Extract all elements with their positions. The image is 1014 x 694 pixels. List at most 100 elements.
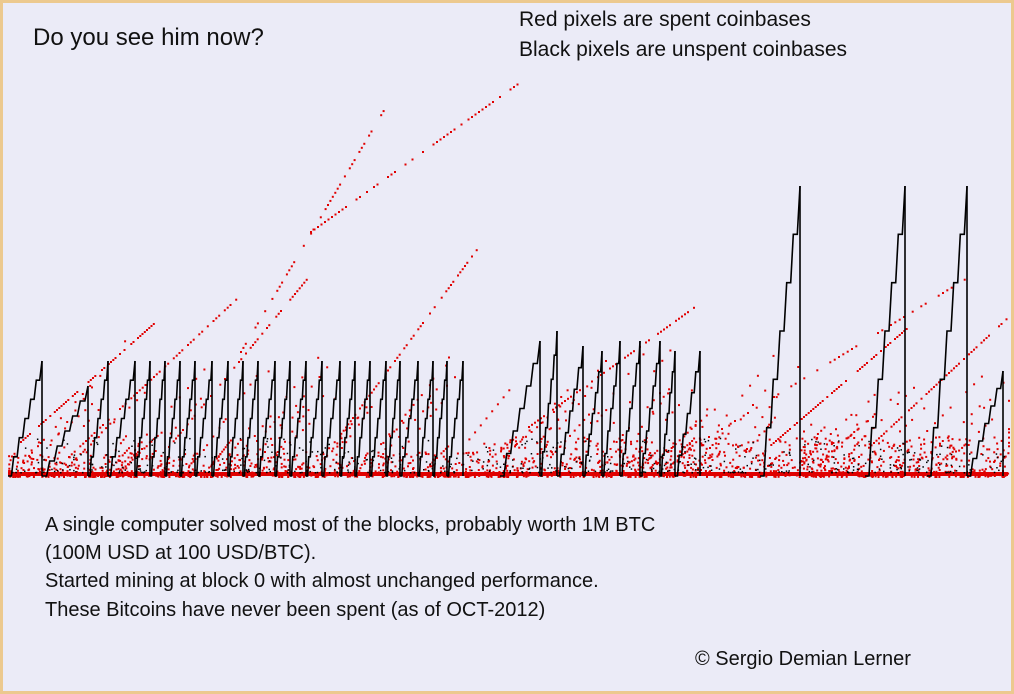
spent-point	[585, 450, 588, 453]
spent-point	[65, 463, 67, 466]
unspent-point	[916, 469, 918, 472]
spent-point	[670, 455, 673, 458]
spent-streak-point	[820, 429, 823, 432]
spent-point	[628, 461, 631, 464]
spent-streak-point	[282, 411, 285, 414]
unspent-point	[660, 456, 662, 458]
unspent-point	[551, 467, 553, 469]
spent-streak-point	[444, 447, 447, 450]
unspent-point	[339, 455, 341, 458]
spent-streak-point	[380, 114, 383, 117]
spent-point	[774, 475, 777, 478]
unspent-point	[298, 447, 301, 449]
unspent-point	[907, 466, 909, 468]
spent-streak-point	[939, 444, 941, 447]
spent-streak-point	[690, 389, 693, 392]
unspent-point	[66, 443, 69, 445]
spent-streak-point	[145, 433, 148, 436]
spent-point	[407, 462, 410, 465]
spent-point	[92, 466, 95, 469]
spent-point	[788, 448, 791, 451]
spent-point	[857, 463, 860, 465]
spent-streak-point	[754, 426, 757, 429]
spent-streak-point	[467, 118, 470, 121]
spent-point	[477, 469, 480, 471]
spent-streak-point	[540, 422, 543, 424]
spent-point	[806, 475, 809, 478]
spent-point	[30, 463, 33, 466]
unspent-point	[87, 467, 89, 470]
spent-streak-point	[226, 458, 228, 461]
spent-point	[163, 470, 166, 473]
spent-point	[622, 470, 625, 472]
spent-streak-point	[803, 461, 806, 464]
spent-streak-point	[192, 338, 195, 341]
spent-point	[506, 469, 509, 472]
spent-streak-point	[357, 423, 360, 426]
spent-point	[22, 469, 25, 471]
unspent-ramp	[967, 370, 1004, 477]
spent-streak-point	[320, 223, 323, 226]
spent-point	[283, 452, 286, 455]
spent-streak-point	[970, 413, 973, 416]
spent-point	[709, 447, 711, 449]
spent-point	[648, 453, 651, 456]
unspent-point	[898, 449, 900, 452]
spent-streak-point	[491, 410, 494, 413]
spent-streak-point	[87, 381, 90, 383]
spent-point	[901, 464, 904, 467]
unspent-point	[569, 471, 572, 474]
spent-streak-point	[1005, 318, 1008, 321]
spent-streak-point	[30, 449, 33, 452]
spent-streak-point	[53, 411, 56, 413]
spent-point	[559, 475, 562, 478]
spent-streak-point	[807, 442, 810, 445]
spent-point	[531, 457, 534, 460]
unspent-point	[881, 458, 883, 460]
spent-streak-point	[645, 475, 647, 478]
spent-point	[452, 475, 455, 478]
spent-point	[353, 460, 356, 463]
spent-streak-point	[867, 400, 870, 403]
spent-point	[877, 476, 880, 478]
spent-streak-point	[131, 458, 134, 461]
spent-streak-point	[150, 440, 153, 443]
spent-streak-point	[276, 451, 279, 453]
spent-streak-point	[975, 346, 978, 349]
spent-point	[267, 457, 270, 460]
spent-streak-point	[113, 421, 116, 424]
unspent-point	[90, 471, 92, 473]
unspent-ramp	[386, 360, 401, 477]
spent-point	[451, 467, 454, 470]
spent-streak-point	[495, 460, 498, 463]
spent-streak-point	[33, 467, 35, 470]
unspent-point	[509, 471, 511, 474]
spent-streak-point	[895, 421, 898, 423]
unspent-point	[243, 447, 246, 450]
spent-streak-point	[368, 474, 371, 477]
spent-streak-point	[296, 290, 299, 293]
unspent-point	[190, 471, 192, 474]
spent-point	[668, 475, 671, 478]
spent-point	[638, 464, 641, 467]
spent-streak-point	[137, 337, 139, 339]
spent-point	[930, 441, 933, 444]
spent-point	[39, 470, 41, 473]
spent-point	[777, 475, 780, 478]
unspent-point	[629, 466, 631, 468]
unspent-point	[668, 469, 671, 472]
unspent-point	[539, 458, 541, 460]
spent-streak-point	[856, 370, 859, 372]
spent-streak-point	[781, 451, 784, 454]
spent-streak-point	[825, 454, 828, 457]
spent-streak-point	[28, 454, 31, 457]
spent-streak-point	[649, 456, 652, 459]
spent-streak-point	[488, 103, 491, 106]
unspent-point	[440, 472, 442, 474]
spent-point	[488, 447, 491, 449]
spent-point	[853, 444, 856, 447]
spent-streak-point	[645, 341, 647, 344]
unspent-point	[919, 459, 922, 461]
unspent-point	[174, 442, 176, 444]
spent-point	[970, 451, 973, 454]
